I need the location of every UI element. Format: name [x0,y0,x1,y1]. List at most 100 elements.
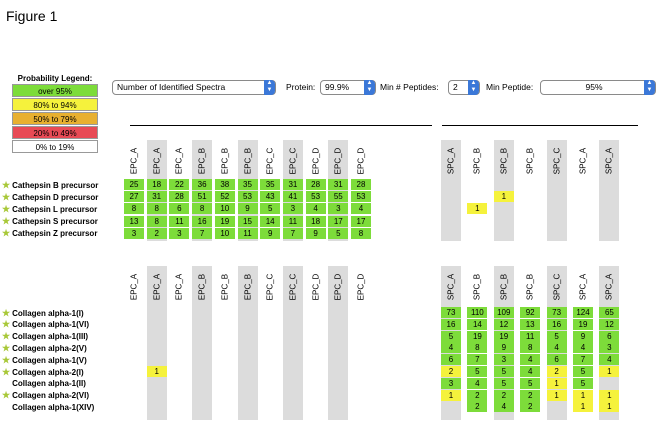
column-header[interactable]: SPC_C [547,140,567,182]
spectra-count-cell[interactable]: 1 [599,389,620,401]
column-header[interactable]: SPC_C [547,266,567,308]
display-metric-select[interactable]: Number of Identified Spectra ▲ ▼ [112,80,276,95]
spectra-count-cell[interactable]: 6 [599,330,620,342]
spectra-count-cell[interactable]: 4 [599,354,620,366]
spectra-count-cell[interactable]: 8 [146,203,167,215]
spectra-count-cell[interactable]: 3 [124,227,144,239]
protein-row-label[interactable]: ★ Collagen alpha-2(V) [2,342,87,354]
spectra-count-cell[interactable]: 16 [441,318,461,330]
spectra-count-cell[interactable]: 9 [305,227,326,239]
spectra-count-cell[interactable]: 6 [169,203,190,215]
column-header[interactable]: SPC_A [441,266,461,308]
protein-row-label[interactable]: ★ Collagen alpha-1(III) [2,330,88,342]
spectra-count-cell[interactable]: 3 [282,203,303,215]
spectra-count-cell[interactable]: 65 [599,307,620,318]
spectra-count-cell[interactable]: 4 [305,203,326,215]
protein-row-label[interactable]: ★ Cathepsin L precursor [2,203,97,215]
spectra-count-cell[interactable]: 31 [282,179,303,190]
spectra-count-cell[interactable]: 3 [441,377,461,389]
spectra-count-cell[interactable]: 11 [520,330,541,342]
spectra-count-cell[interactable]: 2 [441,366,461,377]
spectra-count-cell[interactable]: 73 [441,307,461,318]
protein-row-label[interactable]: ★ Collagen alpha-2(VI) [2,389,89,401]
spectra-count-cell[interactable]: 5 [546,330,567,342]
spectra-count-cell[interactable]: 4 [573,342,593,354]
protein-row-label[interactable]: ★ Cathepsin D precursor [2,191,98,203]
spectra-count-cell[interactable]: 35 [237,179,258,190]
spectra-count-cell[interactable]: 3 [169,227,190,239]
column-header[interactable]: SPC_B [494,140,514,182]
spectra-count-cell[interactable]: 10 [214,203,235,215]
column-header[interactable]: SPC_A [599,140,619,182]
min-peptides-select[interactable]: 2 ▲ ▼ [448,80,480,95]
spectra-count-cell[interactable]: 1 [493,191,514,203]
spectra-count-cell[interactable]: 4 [467,377,488,389]
column-header[interactable]: EPC_C [260,266,280,308]
spectra-count-cell[interactable]: 38 [214,179,235,190]
spectra-count-cell[interactable]: 25 [124,179,144,190]
column-header[interactable]: EPC_B [215,266,235,308]
spectra-count-cell[interactable]: 8 [192,203,213,215]
spectra-count-cell[interactable]: 7 [467,354,488,366]
spectra-count-cell[interactable]: 14 [260,215,281,227]
spectra-count-cell[interactable]: 28 [305,179,326,190]
spectra-count-cell[interactable]: 9 [237,203,258,215]
column-header[interactable]: SPC_B [520,266,540,308]
spectra-count-cell[interactable]: 36 [192,179,213,190]
column-header[interactable]: EPC_D [351,140,371,182]
spectra-count-cell[interactable]: 53 [237,191,258,203]
spectra-count-cell[interactable]: 17 [351,215,371,227]
column-header[interactable]: SPC_B [520,140,540,182]
column-header[interactable]: EPC_A [169,266,189,308]
spectra-count-cell[interactable]: 109 [493,307,514,318]
spectra-count-cell[interactable]: 19 [214,215,235,227]
spectra-count-cell[interactable]: 35 [260,179,281,190]
spectra-count-cell[interactable]: 5 [328,227,349,239]
spectra-count-cell[interactable]: 1 [573,389,593,401]
protein-row-label[interactable]: ★ Cathepsin Z precursor [2,227,97,239]
spectra-count-cell[interactable]: 4 [520,366,541,377]
spectra-count-cell[interactable]: 52 [214,191,235,203]
spectra-count-cell[interactable]: 7 [192,227,213,239]
spectra-count-cell[interactable]: 8 [124,203,144,215]
min-peptide-select[interactable]: 95% ▲ ▼ [540,80,656,95]
column-header[interactable]: SPC_B [494,266,514,308]
spectra-count-cell[interactable]: 12 [493,318,514,330]
spectra-count-cell[interactable]: 55 [328,191,349,203]
spectra-count-cell[interactable]: 5 [573,366,593,377]
spectra-count-cell[interactable]: 5 [467,366,488,377]
column-header[interactable]: SPC_A [599,266,619,308]
spectra-count-cell[interactable]: 8 [146,215,167,227]
spectra-count-cell[interactable]: 9 [260,227,281,239]
spectra-count-cell[interactable]: 5 [493,366,514,377]
column-header[interactable]: EPC_C [260,140,280,182]
spectra-count-cell[interactable]: 3 [599,342,620,354]
spectra-count-cell[interactable]: 13 [520,318,541,330]
spectra-count-cell[interactable]: 9 [573,330,593,342]
column-header[interactable]: EPC_B [238,140,258,182]
protein-row-label[interactable]: ★ Cathepsin B precursor [2,179,98,191]
spectra-count-cell[interactable]: 1 [146,366,167,377]
spectra-count-cell[interactable]: 5 [260,203,281,215]
spectra-count-cell[interactable]: 9 [493,342,514,354]
spectra-count-cell[interactable]: 1 [441,389,461,401]
column-header[interactable]: EPC_A [147,266,167,308]
column-header[interactable]: EPC_B [238,266,258,308]
protein-row-label[interactable]: ★ Collagen alpha-2(I) [2,366,84,378]
spectra-count-cell[interactable]: 11 [282,215,303,227]
spectra-count-cell[interactable]: 28 [169,191,190,203]
spectra-count-cell[interactable]: 2 [520,401,541,413]
spectra-count-cell[interactable]: 3 [493,354,514,366]
column-header[interactable]: EPC_D [328,140,348,182]
spectra-count-cell[interactable]: 4 [493,401,514,413]
spectra-count-cell[interactable]: 53 [305,191,326,203]
spectra-count-cell[interactable]: 4 [351,203,371,215]
spectra-count-cell[interactable]: 1 [546,389,567,401]
spectra-count-cell[interactable]: 2 [467,401,488,413]
column-header[interactable]: EPC_A [124,266,144,308]
spectra-count-cell[interactable]: 2 [146,227,167,239]
spectra-count-cell[interactable]: 2 [546,366,567,377]
spectra-count-cell[interactable]: 5 [520,377,541,389]
spectra-count-cell[interactable]: 18 [305,215,326,227]
spectra-count-cell[interactable]: 4 [520,354,541,366]
